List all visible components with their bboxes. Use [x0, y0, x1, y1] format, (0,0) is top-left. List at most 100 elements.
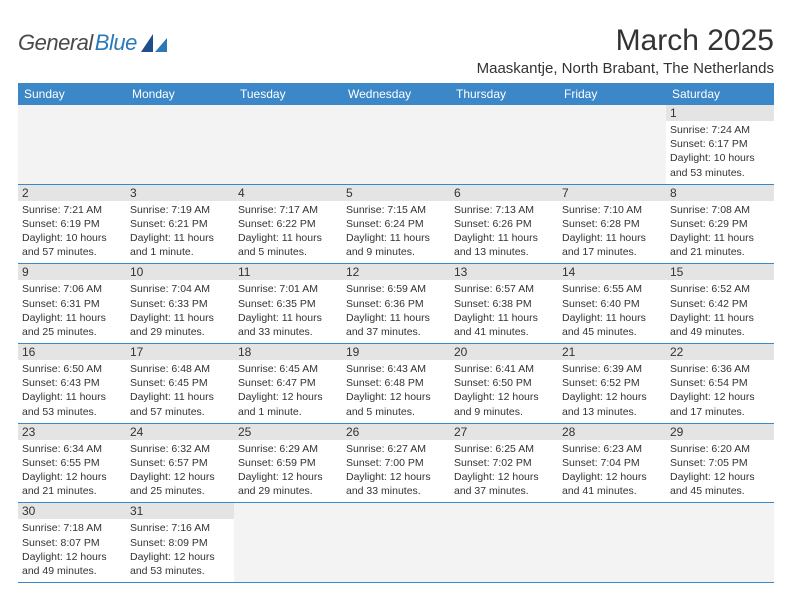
cell-line-d1: Daylight: 12 hours: [130, 550, 230, 564]
cell-line-ss: Sunset: 6:29 PM: [670, 217, 770, 231]
cell-line-d2: and 17 minutes.: [562, 245, 662, 259]
cell-line-sr: Sunrise: 6:23 AM: [562, 442, 662, 456]
cell-line-d1: Daylight: 12 hours: [670, 390, 770, 404]
cell-line-sr: Sunrise: 7:15 AM: [346, 203, 446, 217]
cell-line-d2: and 9 minutes.: [346, 245, 446, 259]
cell-line-d1: Daylight: 11 hours: [22, 311, 122, 325]
cell-line-sr: Sunrise: 6:20 AM: [670, 442, 770, 456]
calendar-cell: 30Sunrise: 7:18 AMSunset: 8:07 PMDayligh…: [18, 503, 126, 582]
cell-line-ss: Sunset: 6:55 PM: [22, 456, 122, 470]
calendar-week-row: 2Sunrise: 7:21 AMSunset: 6:19 PMDaylight…: [18, 185, 774, 265]
cell-line-ss: Sunset: 6:26 PM: [454, 217, 554, 231]
calendar-cell: 13Sunrise: 6:57 AMSunset: 6:38 PMDayligh…: [450, 264, 558, 343]
calendar-week-row: 23Sunrise: 6:34 AMSunset: 6:55 PMDayligh…: [18, 424, 774, 504]
brand-logo: GeneralBlue: [18, 30, 167, 56]
cell-line-d1: Daylight: 11 hours: [130, 231, 230, 245]
day-number: 14: [558, 264, 666, 280]
calendar-cell: 4Sunrise: 7:17 AMSunset: 6:22 PMDaylight…: [234, 185, 342, 264]
calendar-cell: 10Sunrise: 7:04 AMSunset: 6:33 PMDayligh…: [126, 264, 234, 343]
calendar-week-row: 9Sunrise: 7:06 AMSunset: 6:31 PMDaylight…: [18, 264, 774, 344]
day-number: 4: [234, 185, 342, 201]
day-number: 15: [666, 264, 774, 280]
cell-line-ss: Sunset: 7:05 PM: [670, 456, 770, 470]
cell-line-d2: and 9 minutes.: [454, 405, 554, 419]
day-number: 3: [126, 185, 234, 201]
calendar-cell: 18Sunrise: 6:45 AMSunset: 6:47 PMDayligh…: [234, 344, 342, 423]
cell-line-d1: Daylight: 12 hours: [454, 470, 554, 484]
calendar-cell: 25Sunrise: 6:29 AMSunset: 6:59 PMDayligh…: [234, 424, 342, 503]
calendar-cell-empty: [342, 105, 450, 184]
cell-line-sr: Sunrise: 7:01 AM: [238, 282, 338, 296]
cell-line-d1: Daylight: 12 hours: [454, 390, 554, 404]
day-number: 21: [558, 344, 666, 360]
day-number: 1: [666, 105, 774, 121]
day-number: 20: [450, 344, 558, 360]
calendar-cell-empty: [234, 105, 342, 184]
cell-line-d2: and 57 minutes.: [22, 245, 122, 259]
calendar-week-row: 30Sunrise: 7:18 AMSunset: 8:07 PMDayligh…: [18, 503, 774, 583]
cell-line-d1: Daylight: 11 hours: [454, 231, 554, 245]
cell-line-d2: and 41 minutes.: [562, 484, 662, 498]
cell-line-sr: Sunrise: 7:18 AM: [22, 521, 122, 535]
day-number: 11: [234, 264, 342, 280]
weekday-header: Saturday: [666, 83, 774, 105]
cell-line-sr: Sunrise: 7:06 AM: [22, 282, 122, 296]
cell-line-d1: Daylight: 11 hours: [238, 311, 338, 325]
cell-line-ss: Sunset: 6:24 PM: [346, 217, 446, 231]
day-number: 26: [342, 424, 450, 440]
calendar-cell: 31Sunrise: 7:16 AMSunset: 8:09 PMDayligh…: [126, 503, 234, 582]
calendar-cell-empty: [450, 105, 558, 184]
day-number: 13: [450, 264, 558, 280]
cell-line-d2: and 49 minutes.: [670, 325, 770, 339]
calendar-cell: 22Sunrise: 6:36 AMSunset: 6:54 PMDayligh…: [666, 344, 774, 423]
cell-line-d1: Daylight: 11 hours: [238, 231, 338, 245]
brand-text-general: General: [18, 30, 93, 56]
cell-line-ss: Sunset: 6:17 PM: [670, 137, 770, 151]
day-number: 2: [18, 185, 126, 201]
cell-line-d2: and 49 minutes.: [22, 564, 122, 578]
calendar-cell: 1Sunrise: 7:24 AMSunset: 6:17 PMDaylight…: [666, 105, 774, 184]
calendar-cell: 3 Sunrise: 7:19 AMSunset: 6:21 PMDaylight…: [126, 185, 234, 264]
cell-line-d1: Daylight: 12 hours: [346, 390, 446, 404]
cell-line-d2: and 29 minutes.: [130, 325, 230, 339]
cell-line-d2: and 37 minutes.: [346, 325, 446, 339]
calendar-cell: 28Sunrise: 6:23 AMSunset: 7:04 PMDayligh…: [558, 424, 666, 503]
cell-line-ss: Sunset: 6:50 PM: [454, 376, 554, 390]
calendar-cell-empty: [450, 503, 558, 582]
calendar-cell: 20Sunrise: 6:41 AMSunset: 6:50 PMDayligh…: [450, 344, 558, 423]
cell-line-sr: Sunrise: 7:19 AM: [130, 203, 230, 217]
weekday-header: Wednesday: [342, 83, 450, 105]
cell-line-sr: Sunrise: 7:17 AM: [238, 203, 338, 217]
cell-line-ss: Sunset: 6:40 PM: [562, 297, 662, 311]
cell-line-d1: Daylight: 11 hours: [22, 390, 122, 404]
cell-line-d2: and 13 minutes.: [562, 405, 662, 419]
cell-line-d2: and 21 minutes.: [670, 245, 770, 259]
calendar-cell: 29Sunrise: 6:20 AMSunset: 7:05 PMDayligh…: [666, 424, 774, 503]
cell-line-ss: Sunset: 6:42 PM: [670, 297, 770, 311]
cell-line-sr: Sunrise: 6:32 AM: [130, 442, 230, 456]
cell-line-sr: Sunrise: 7:10 AM: [562, 203, 662, 217]
cell-line-sr: Sunrise: 6:45 AM: [238, 362, 338, 376]
cell-line-sr: Sunrise: 7:24 AM: [670, 123, 770, 137]
calendar-cell: 5Sunrise: 7:15 AMSunset: 6:24 PMDaylight…: [342, 185, 450, 264]
day-number: 22: [666, 344, 774, 360]
cell-line-ss: Sunset: 6:57 PM: [130, 456, 230, 470]
calendar-cell: 17Sunrise: 6:48 AMSunset: 6:45 PMDayligh…: [126, 344, 234, 423]
cell-line-sr: Sunrise: 6:55 AM: [562, 282, 662, 296]
day-number: 5: [342, 185, 450, 201]
cell-line-ss: Sunset: 6:19 PM: [22, 217, 122, 231]
brand-text-blue: Blue: [95, 30, 137, 56]
cell-line-ss: Sunset: 8:09 PM: [130, 536, 230, 550]
cell-line-ss: Sunset: 6:45 PM: [130, 376, 230, 390]
cell-line-sr: Sunrise: 7:16 AM: [130, 521, 230, 535]
cell-line-d1: Daylight: 12 hours: [346, 470, 446, 484]
calendar-cell-empty: [558, 503, 666, 582]
cell-line-sr: Sunrise: 6:59 AM: [346, 282, 446, 296]
cell-line-ss: Sunset: 6:21 PM: [130, 217, 230, 231]
cell-line-d1: Daylight: 12 hours: [22, 470, 122, 484]
weekday-header: Friday: [558, 83, 666, 105]
day-number: 9: [18, 264, 126, 280]
day-number: 27: [450, 424, 558, 440]
calendar-cell: 16Sunrise: 6:50 AMSunset: 6:43 PMDayligh…: [18, 344, 126, 423]
cell-line-d2: and 21 minutes.: [22, 484, 122, 498]
